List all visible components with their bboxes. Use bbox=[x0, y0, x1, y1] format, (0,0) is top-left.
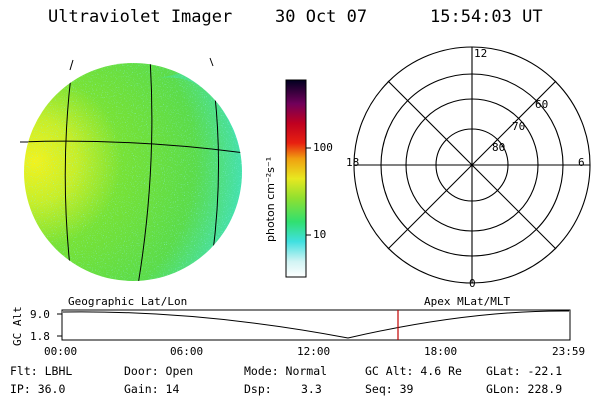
colorbar bbox=[285, 79, 311, 278]
colorbar-tick-100: 100 bbox=[313, 141, 333, 154]
mlt-label-18: 18 bbox=[346, 156, 360, 169]
geographic-panel-label: Geographic Lat/Lon bbox=[68, 295, 188, 308]
mode-info: Mode: Normal bbox=[244, 364, 328, 378]
uv-image-disk bbox=[20, 57, 242, 281]
dsp-value: 3.3 bbox=[301, 382, 322, 396]
apex-panel-label: Apex MLat/MLT bbox=[424, 295, 511, 308]
mlat-label-80: 80 bbox=[492, 141, 506, 154]
polar-grid bbox=[353, 46, 591, 284]
seq-info: Seq: 39 bbox=[365, 382, 414, 396]
filter-info: Flt: LBHL bbox=[10, 364, 73, 378]
dsp-label: Dsp: bbox=[244, 382, 272, 396]
ip-info: IP: 36.0 bbox=[10, 382, 66, 396]
timeline-x-tick-0000: 00:00 bbox=[44, 345, 78, 358]
colorbar-unit-label: photon cm⁻²s⁻¹ bbox=[264, 156, 277, 242]
mlat-label-60: 60 bbox=[535, 98, 549, 111]
gc-alt-info: GC Alt: 4.6 Re bbox=[365, 364, 462, 378]
mlat-label-70: 70 bbox=[512, 120, 526, 133]
timeline-x-tick-2359: 23:59 bbox=[552, 345, 586, 358]
glat-info: GLat: -22.1 bbox=[486, 364, 563, 378]
mlt-label-12: 12 bbox=[474, 47, 488, 60]
mlt-label-0: 0 bbox=[469, 277, 476, 290]
timeline-y-tick-9: 9.0 bbox=[30, 308, 50, 321]
timeline-x-tick-1800: 18:00 bbox=[424, 345, 458, 358]
observation-date: 30 Oct 07 bbox=[275, 7, 368, 27]
instrument-title: Ultraviolet Imager bbox=[48, 7, 233, 27]
glon-info: GLon: 228.9 bbox=[486, 382, 563, 396]
colorbar-tick-10: 10 bbox=[313, 228, 327, 241]
gain-info: Gain: 14 bbox=[124, 382, 180, 396]
timeline-x-tick-0600: 06:00 bbox=[170, 345, 204, 358]
timeline-x-tick-1200: 12:00 bbox=[297, 345, 331, 358]
observation-time: 15:54:03 UT bbox=[430, 7, 543, 27]
door-info: Door: Open bbox=[124, 364, 194, 378]
timeline-y-tick-1: 1.8 bbox=[30, 330, 50, 343]
mlt-label-6: 6 bbox=[578, 156, 585, 169]
altitude-timeline bbox=[57, 309, 571, 341]
timeline-y-axis-label: GC Alt bbox=[11, 306, 24, 346]
